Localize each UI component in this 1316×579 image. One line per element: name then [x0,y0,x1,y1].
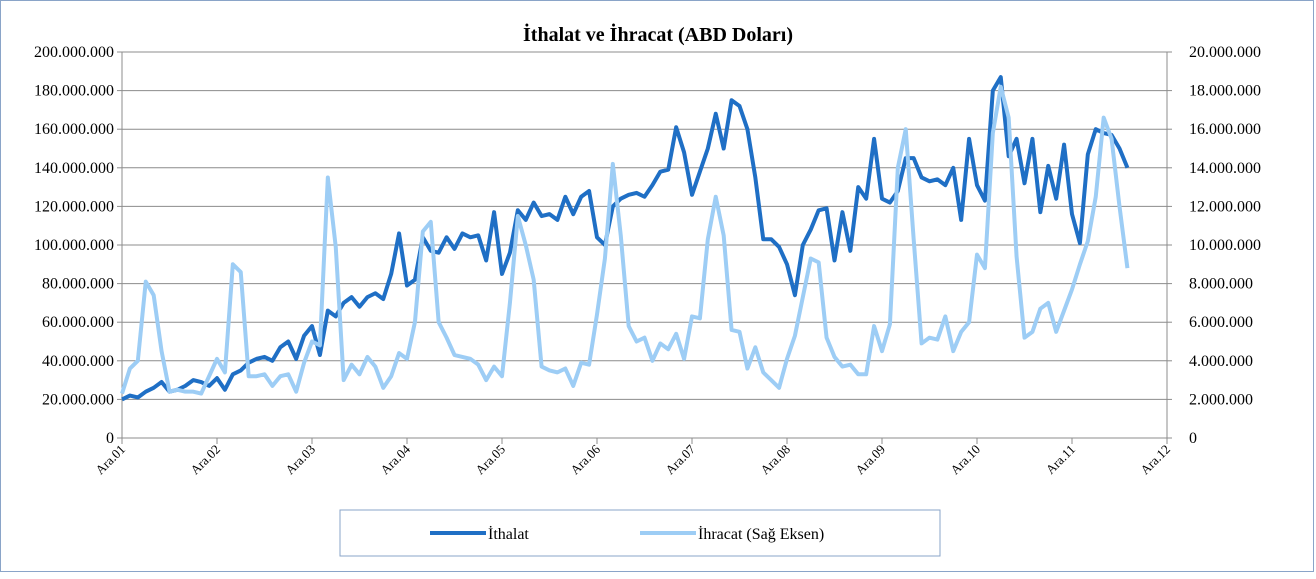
y2-tick-label: 10.000.000 [1189,237,1261,254]
y2-tick-label: 14.000.000 [1189,160,1261,177]
y2-tick-label: 6.000.000 [1189,314,1253,331]
y-tick-label: 60.000.000 [42,314,114,331]
y2-tick-label: 16.000.000 [1189,121,1261,138]
chart-title: İthalat ve İhracat (ABD Doları) [523,22,793,46]
y2-tick-label: 0 [1189,430,1197,447]
y-tick-label: 100.000.000 [34,237,114,254]
y-tick-label: 120.000.000 [34,198,114,215]
y2-tick-label: 12.000.000 [1189,198,1261,215]
series-line [120,84,1130,396]
y-tick-label: 160.000.000 [34,121,114,138]
y-tick-label: 40.000.000 [42,353,114,370]
y-tick-label: 200.000.000 [34,44,114,61]
legend-label: İhracat (Sağ Eksen) [698,525,824,543]
y2-tick-label: 8.000.000 [1189,276,1253,293]
y-tick-label: 80.000.000 [42,276,114,293]
y-tick-label: 0 [106,430,114,447]
legend-label: İthalat [488,525,529,543]
y2-tick-label: 20.000.000 [1189,44,1261,61]
y-tick-label: 20.000.000 [42,391,114,408]
y-tick-label: 180.000.000 [34,83,114,100]
y2-tick-label: 2.000.000 [1189,391,1253,408]
series-line [121,75,1130,402]
y-tick-label: 140.000.000 [34,160,114,177]
y2-tick-label: 4.000.000 [1189,353,1253,370]
y2-tick-label: 18.000.000 [1189,83,1261,100]
